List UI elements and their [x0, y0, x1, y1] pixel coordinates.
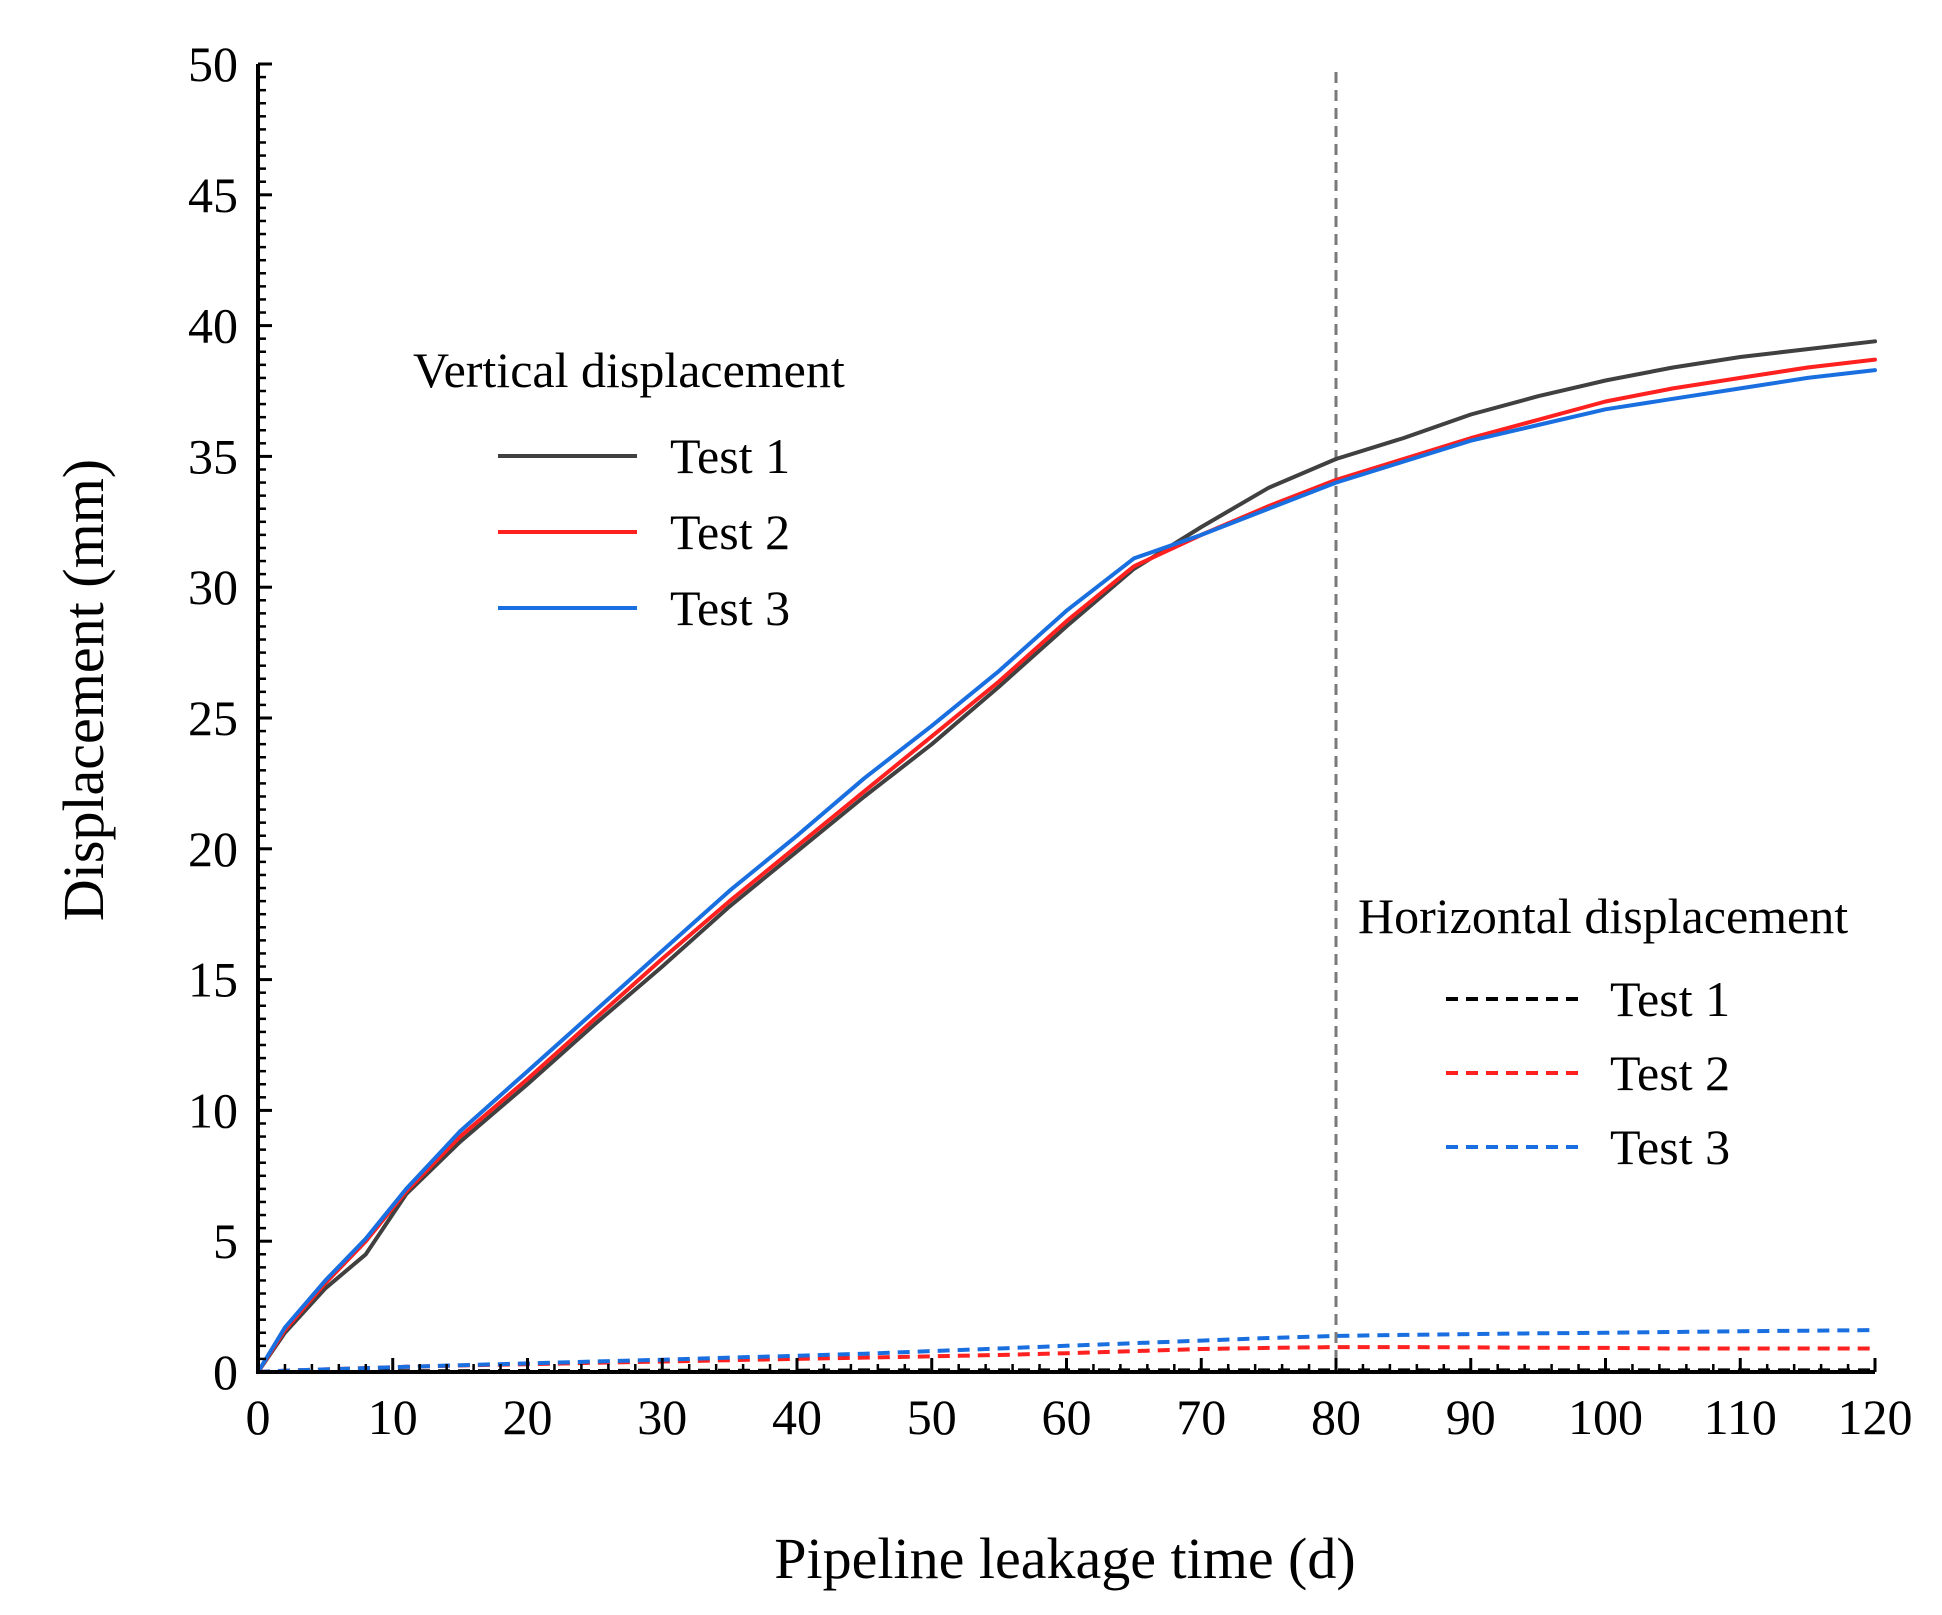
- x-axis-title: Pipeline leakage time (d): [774, 1526, 1355, 1591]
- y-tick-label: 45: [188, 167, 238, 223]
- series-line-vertical-test-1: [256, 339, 1877, 1374]
- x-tick-label: 120: [1838, 1389, 1913, 1445]
- series-line-vertical-test-2: [256, 357, 1877, 1374]
- x-tick-label: 30: [637, 1389, 687, 1445]
- x-tick-label: 40: [772, 1389, 822, 1445]
- x-tick-label: 100: [1568, 1389, 1643, 1445]
- legend-title-horizontal: Horizontal displacement: [1358, 888, 1848, 944]
- x-tick-label: 50: [907, 1389, 957, 1445]
- y-tick-label: 40: [188, 298, 238, 354]
- x-tick-label: 60: [1042, 1389, 1092, 1445]
- x-tick-label: 20: [503, 1389, 553, 1445]
- y-tick-label: 30: [188, 559, 238, 615]
- legend-label: Test 3: [1610, 1119, 1730, 1175]
- x-tick-label: 80: [1311, 1389, 1361, 1445]
- legend-layer: Vertical displacement Test 1 Test 2 Test 3 H…: [413, 342, 1848, 1175]
- legend-label: Test 2: [1610, 1045, 1730, 1101]
- x-tick-label: 0: [246, 1389, 271, 1445]
- y-tick-label: 35: [188, 428, 238, 484]
- series-line-horizontal-test-3: [257, 1328, 1876, 1374]
- x-tick-label: 90: [1446, 1389, 1496, 1445]
- axis-layer: 0 5 10 15 20 25 30 35 40 45 50 0 10 20 30 40 50 60 70 80 90 1…: [188, 36, 1913, 1445]
- y-tick-label: 20: [188, 821, 238, 877]
- legend-label: Test 2: [670, 504, 790, 560]
- legend-label: Test 1: [1610, 971, 1730, 1027]
- legend-label: Test 3: [670, 580, 790, 636]
- x-tick-label: 70: [1176, 1389, 1226, 1445]
- y-axis-title: Displacement (mm): [51, 459, 116, 921]
- y-tick-label: 10: [188, 1082, 238, 1138]
- legend-title-vertical: Vertical displacement: [413, 342, 845, 398]
- series-layer: [256, 339, 1877, 1374]
- y-tick-label: 15: [188, 952, 238, 1008]
- y-tick-label: 0: [213, 1344, 238, 1400]
- legend-label: Test 1: [670, 428, 790, 484]
- series-line-vertical-test-3: [256, 368, 1877, 1374]
- y-tick-label: 50: [188, 36, 238, 92]
- y-tick-label: 5: [213, 1213, 238, 1269]
- y-tick-label: 25: [188, 690, 238, 746]
- x-tick-label: 110: [1704, 1389, 1777, 1445]
- x-tick-label: 10: [368, 1389, 418, 1445]
